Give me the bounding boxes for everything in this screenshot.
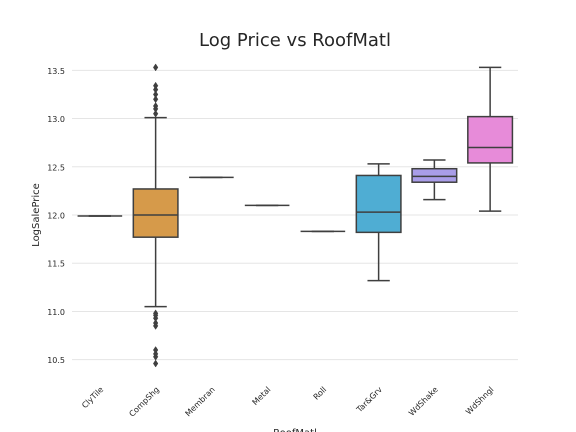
outlier [153, 63, 159, 72]
box [411, 167, 458, 183]
x-axis-label: RoofMatl [273, 428, 317, 432]
y-tick-label: 11.5 [47, 260, 65, 269]
y-tick-label: 12.5 [47, 163, 65, 172]
box [355, 174, 402, 234]
x-tick-label: Membran [184, 385, 217, 418]
box [132, 188, 179, 238]
y-tick-label: 10.5 [47, 356, 65, 365]
x-tick-label: CompShg [127, 385, 161, 419]
y-tick-label: 12.0 [47, 212, 65, 221]
outlier [153, 321, 159, 330]
x-tick-label: WdShngl [464, 385, 495, 416]
y-tick-label: 13.5 [47, 67, 65, 76]
y-tick-label: 13.0 [47, 115, 65, 124]
y-tick-label: 11.0 [47, 308, 65, 317]
outlier [153, 109, 159, 118]
x-tick-label: ClyTile [80, 385, 105, 410]
box [467, 115, 514, 164]
x-tick-label: WdShake [407, 385, 440, 418]
chart-title: Log Price vs RoofMatl [199, 30, 391, 51]
x-tick-label: Metal [251, 385, 273, 407]
y-axis-label: LogSalePrice [31, 183, 42, 247]
x-tick-label: Tar&Grv [354, 385, 384, 415]
x-tick-label: Roll [312, 385, 329, 402]
outlier [153, 359, 159, 368]
